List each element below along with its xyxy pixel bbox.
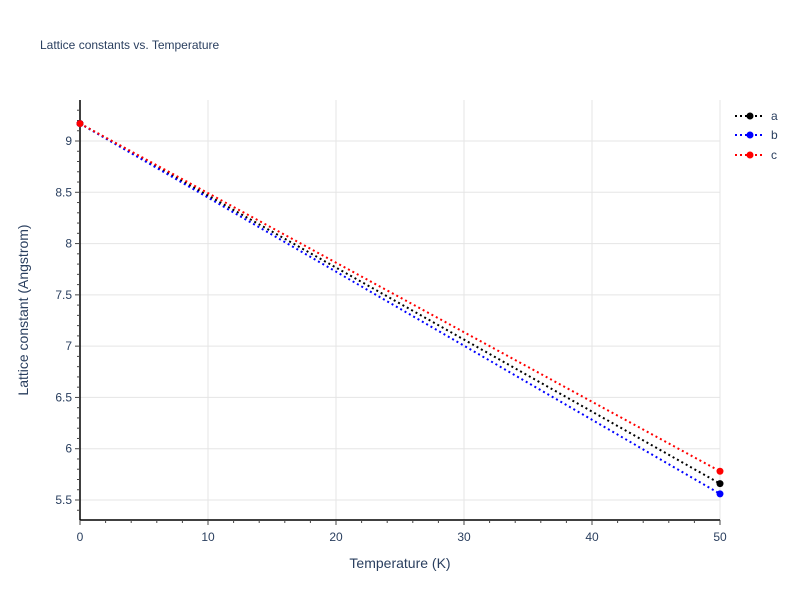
legend-swatch-b-icon bbox=[735, 131, 765, 139]
x-tick-label: 20 bbox=[329, 530, 343, 544]
y-tick-label: 6.5 bbox=[55, 390, 72, 404]
chart-title: Lattice constants vs. Temperature bbox=[40, 38, 220, 52]
y-tick-label: 6 bbox=[65, 442, 72, 456]
legend-swatch-c-icon bbox=[735, 151, 765, 159]
legend-item-c[interactable]: c bbox=[735, 145, 778, 165]
legend-label: a bbox=[771, 108, 778, 123]
y-tick-label: 7.5 bbox=[55, 288, 72, 302]
data-point[interactable] bbox=[76, 120, 84, 128]
legend-label: c bbox=[771, 147, 777, 162]
y-axis-label: Lattice constant (Angstrom) bbox=[15, 224, 31, 395]
y-tick-label: 7 bbox=[65, 339, 72, 353]
x-tick-label: 10 bbox=[201, 530, 215, 544]
legend-label: b bbox=[771, 128, 778, 143]
y-tick-label: 5.5 bbox=[55, 493, 72, 507]
data-point[interactable] bbox=[716, 467, 724, 475]
legend-swatch-a-icon bbox=[735, 112, 765, 120]
x-axis-label: Temperature (K) bbox=[349, 555, 450, 571]
data-point[interactable] bbox=[716, 480, 724, 488]
legend-item-a[interactable]: a bbox=[735, 106, 778, 126]
data-point[interactable] bbox=[716, 490, 724, 498]
x-tick-label: 50 bbox=[713, 530, 727, 544]
x-tick-label: 0 bbox=[77, 530, 84, 544]
y-tick-label: 8 bbox=[65, 237, 72, 251]
series-line-c[interactable] bbox=[79, 122, 721, 473]
x-tick-label: 30 bbox=[457, 530, 471, 544]
y-tick-label: 8.5 bbox=[55, 185, 72, 199]
legend: a b c bbox=[735, 106, 778, 165]
series-line-b[interactable] bbox=[79, 122, 721, 495]
legend-item-b[interactable]: b bbox=[735, 126, 778, 146]
x-tick-label: 40 bbox=[585, 530, 599, 544]
series-line-a[interactable] bbox=[79, 122, 721, 485]
y-tick-label: 9 bbox=[65, 134, 72, 148]
